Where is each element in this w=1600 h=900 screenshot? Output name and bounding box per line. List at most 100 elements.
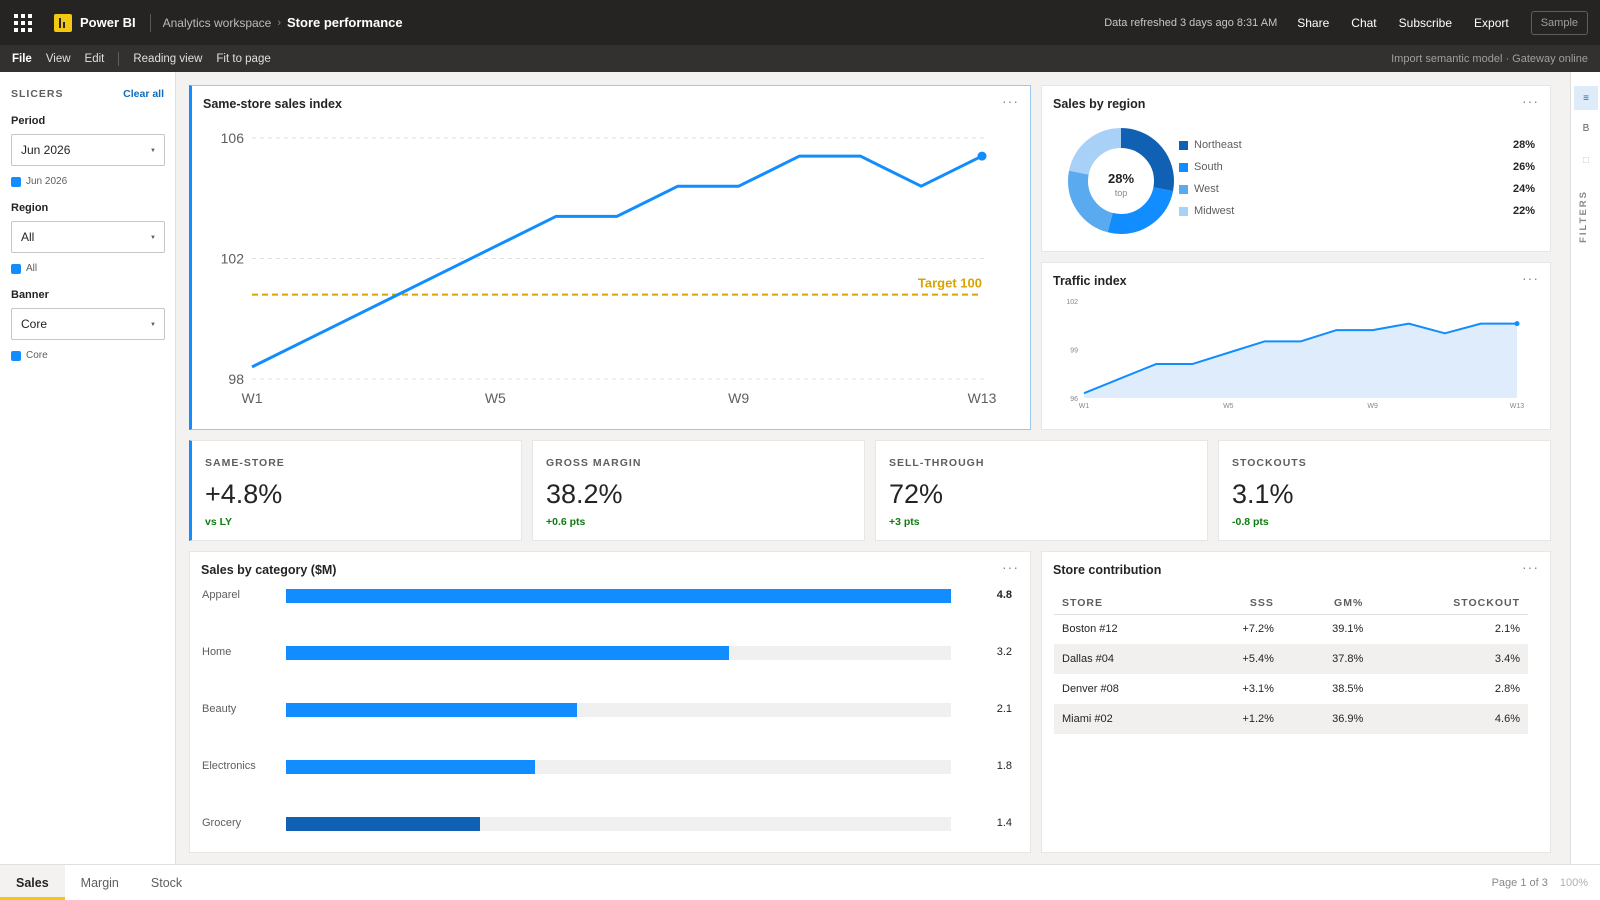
sales-by-region-visual[interactable]: Sales by region ··· 28% top Northeast 28% S… (1041, 85, 1551, 252)
zoom-level[interactable]: 100% (1559, 876, 1588, 889)
table-cell: 39.1% (1332, 623, 1364, 636)
tab-sales[interactable]: Sales (0, 865, 65, 900)
more-options-icon[interactable]: ··· (1522, 270, 1539, 286)
period-chip-label: Jun 2026 (26, 176, 68, 187)
legend-item[interactable]: Northeast 28% (1179, 134, 1535, 156)
store-contribution-visual[interactable]: Store contribution ··· STORE SSS GM% STO… (1041, 551, 1551, 853)
page-indicator: Page 1 of 3 (1491, 876, 1548, 889)
region-dropdown[interactable]: All ▼ (11, 221, 165, 253)
traffic-index-visual[interactable]: Traffic index ··· 96 99 102 W1 W5 W9 W13 (1041, 262, 1551, 430)
x-tick-label: W13 (968, 390, 997, 406)
kpi-card-sell-through[interactable]: SELL-THROUGH 72% +3 pts (875, 440, 1208, 541)
chat-button[interactable]: Chat (1351, 15, 1377, 30)
kpi-delta: vs LY (205, 516, 233, 528)
breadcrumb-workspace[interactable]: Analytics workspace (162, 15, 272, 30)
menu-edit[interactable]: Edit (84, 52, 105, 65)
bar-row[interactable]: Electronics 1.8 (190, 757, 1024, 777)
legend-item[interactable]: South 26% (1179, 156, 1535, 178)
table-cell: +5.4% (1191, 644, 1282, 674)
store-table: STORE SSS GM% STOCKOUT Boston #12 +7.2% … (1054, 592, 1528, 734)
series-line (251, 154, 983, 369)
kpi-card-gross-margin[interactable]: GROSS MARGIN 38.2% +0.6 pts (532, 440, 865, 541)
menu-file[interactable]: File (12, 52, 32, 65)
bar-category-label: Electronics (202, 760, 256, 772)
bar-row[interactable]: Apparel 4.8 (190, 586, 1024, 606)
subscribe-button[interactable]: Subscribe (1398, 15, 1453, 30)
bar-value-label: 1.4 (996, 817, 1012, 829)
bar-row[interactable]: Home 3.2 (190, 643, 1024, 663)
export-button[interactable]: Export (1474, 15, 1509, 30)
app-name[interactable]: Power BI (80, 15, 136, 30)
kpi-card-stockouts[interactable]: STOCKOUTS 3.1% -0.8 pts (1218, 440, 1551, 541)
same-store-sales-visual[interactable]: Same-store sales index ··· 98 102 106 W1 W5 W… (189, 85, 1031, 430)
legend-item[interactable]: Midwest 22% (1179, 200, 1535, 222)
filters-pane-toggle[interactable]: FILTERS (1578, 190, 1589, 243)
region-chip[interactable]: All (11, 263, 164, 274)
bar-row[interactable]: Grocery 1.4 (190, 814, 1024, 834)
more-options-icon[interactable]: ··· (1002, 559, 1019, 575)
region-label: Region (11, 202, 49, 214)
table-row[interactable]: Boston #12 +7.2% 39.1% 2.1% (1054, 614, 1528, 644)
more-options-icon[interactable]: ··· (1522, 93, 1539, 109)
reading-view-button[interactable]: Reading view (133, 52, 203, 65)
visual-title: Sales by region (1053, 97, 1146, 111)
table-cell: 36.9% (1281, 704, 1372, 734)
legend-item[interactable]: West 24% (1179, 178, 1535, 200)
visual-title: Same-store sales index (203, 97, 342, 111)
column-header-store[interactable]: STORE (1054, 592, 1192, 615)
sales-by-category-visual[interactable]: Sales by category ($M) ··· Apparel 4.8 Hom… (189, 551, 1031, 853)
bar-row[interactable]: Beauty 2.1 (190, 700, 1024, 720)
table-row[interactable]: Denver #08 +3.1% 38.5% 2.8% (1054, 674, 1528, 704)
period-dropdown[interactable]: Jun 2026 ▼ (11, 134, 165, 166)
period-value: Jun 2026 (21, 143, 71, 157)
y-tick-label: 96 (1070, 396, 1078, 403)
series-line (1083, 322, 1517, 395)
bar-value-label: 2.1 (996, 703, 1012, 715)
table-cell: +7.2% (1242, 623, 1274, 636)
donut-legend: Northeast 28% South 26% West 24% Midwest 22% (1179, 134, 1535, 222)
donut-slice-west (1068, 128, 1174, 234)
tab-stock[interactable]: Stock (150, 875, 183, 890)
more-options-icon[interactable]: ··· (1002, 93, 1019, 109)
bookmarks-pane-icon[interactable]: B (1582, 122, 1590, 134)
target-label: Target 100 (918, 276, 982, 291)
visualizations-pane-icon[interactable]: ≡ (1574, 86, 1598, 110)
y-tick-label: 106 (221, 130, 245, 146)
share-button[interactable]: Share (1297, 15, 1330, 30)
column-header-stockout[interactable]: STOCKOUT (1371, 592, 1528, 615)
more-options-icon[interactable]: ··· (1522, 559, 1539, 575)
banner-label: Banner (11, 289, 49, 301)
x-tick-label: W5 (485, 390, 506, 406)
app-launcher-icon[interactable] (14, 13, 32, 32)
selection-pane-icon[interactable]: □ (1582, 154, 1590, 166)
menu-view[interactable]: View (45, 52, 71, 65)
banner-chip[interactable]: Core (11, 350, 164, 361)
table-cell: +1.2% (1191, 704, 1282, 734)
fit-to-page-button[interactable]: Fit to page (216, 52, 271, 65)
banner-dropdown[interactable]: Core ▼ (11, 308, 165, 340)
legend-swatch (1179, 184, 1188, 194)
table-cell: Denver #08 (1062, 683, 1119, 695)
legend-label: Northeast (1194, 139, 1242, 151)
kpi-label: SAME-STORE (205, 457, 285, 469)
checkbox-icon (11, 350, 21, 361)
bar-category-label: Grocery (202, 817, 242, 829)
column-header-sss[interactable]: SSS (1191, 592, 1282, 615)
clear-all-button[interactable]: Clear all (123, 88, 164, 100)
column-header-gm[interactable]: GM% (1281, 592, 1372, 615)
kpi-delta: +0.6 pts (546, 516, 586, 528)
table-row[interactable]: Dallas #04 +5.4% 37.8% 3.4% (1054, 644, 1528, 674)
tab-margin[interactable]: Margin (80, 875, 119, 890)
bar-value-label: 3.2 (996, 646, 1012, 658)
period-chip[interactable]: Jun 2026 (11, 176, 164, 187)
table-cell: 4.6% (1371, 704, 1528, 734)
period-label: Period (11, 115, 46, 127)
table-cell: Miami #02 (1054, 704, 1192, 734)
visual-title: Traffic index (1053, 274, 1127, 288)
x-tick-label: W5 (1223, 403, 1234, 410)
table-row[interactable]: Miami #02 +1.2% 36.9% 4.6% (1054, 704, 1528, 734)
kpi-card-same-store[interactable]: SAME-STORE +4.8% vs LY (189, 440, 522, 541)
bar-category-label: Beauty (202, 703, 237, 715)
sample-button[interactable]: Sample (1530, 10, 1588, 35)
breadcrumb-report: Store performance (287, 15, 403, 30)
